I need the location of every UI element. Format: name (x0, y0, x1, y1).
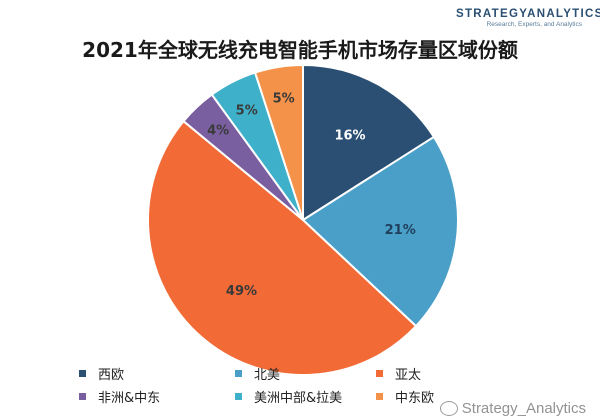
slice-label-4: 5% (236, 104, 258, 119)
watermark-text: Strategy_Analytics (461, 400, 586, 417)
slice-label-3: 4% (207, 124, 229, 139)
pie-slice-5 (253, 63, 304, 221)
brand-logo: STRATEGYANALYTICS Research, Experts, and… (456, 8, 600, 28)
slice-label-5: 5% (273, 92, 295, 107)
logo-main-text: STRATEGYANALYTICS (456, 8, 600, 20)
pie-slice-2 (147, 119, 418, 376)
logo-tagline: Research, Experts, and Analytics (486, 21, 582, 28)
pie-slice-1 (301, 135, 459, 328)
slice-label-1: 21% (385, 223, 416, 238)
chart-title: 2021年全球无线充电智能手机市场存量区域份额 (82, 38, 518, 62)
pie-slice-0 (302, 63, 436, 222)
slice-label-0: 16% (334, 128, 365, 143)
slice-label-2: 49% (226, 284, 257, 299)
weibo-icon (439, 401, 458, 416)
watermark: Strategy_Analytics (439, 400, 586, 417)
